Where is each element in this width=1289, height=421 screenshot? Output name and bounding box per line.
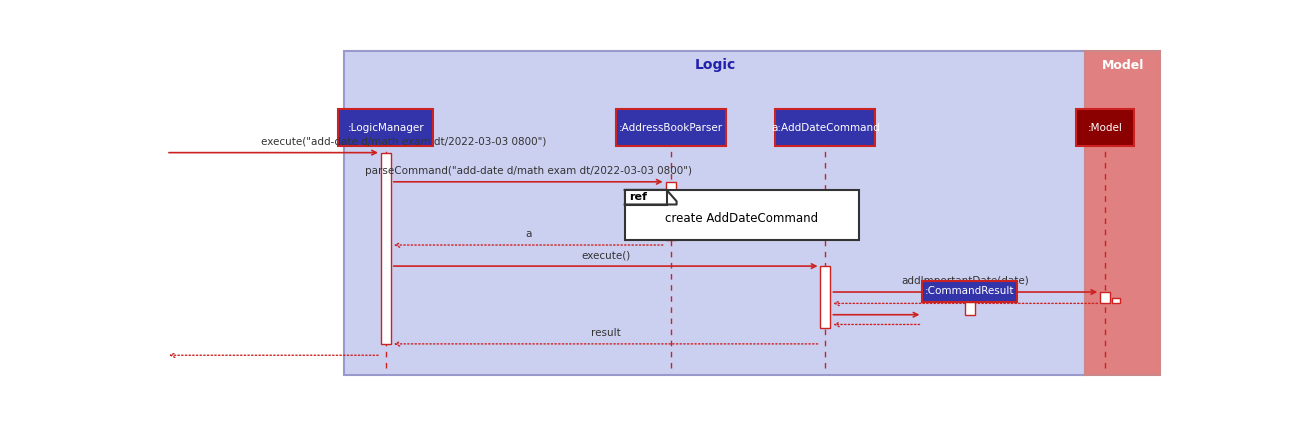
Text: :CommandResult: :CommandResult [926, 286, 1014, 296]
Text: ref: ref [629, 192, 647, 202]
Bar [344, 51, 1085, 375]
Bar [1076, 109, 1134, 146]
Bar [382, 153, 391, 344]
Bar [1101, 292, 1110, 304]
Bar [616, 109, 726, 146]
Text: result: result [590, 328, 620, 338]
Text: Model: Model [1102, 59, 1143, 72]
Text: a:AddDateCommand: a:AddDateCommand [771, 123, 880, 133]
Bar [821, 266, 830, 328]
Bar [665, 182, 675, 240]
Bar [776, 109, 875, 146]
Text: create AddDateCommand: create AddDateCommand [665, 212, 819, 225]
Text: Logic: Logic [695, 58, 736, 72]
Text: :Model: :Model [1088, 123, 1123, 133]
Bar [964, 302, 974, 315]
Bar [339, 109, 433, 146]
Text: a: a [525, 229, 531, 239]
Text: execute("add-date d/math exam dt/2022-03-03 0800"): execute("add-date d/math exam dt/2022-03… [260, 137, 547, 147]
Text: execute(): execute() [581, 250, 630, 260]
Bar [1085, 51, 1160, 375]
Text: parseCommand("add-date d/math exam dt/2022-03-03 0800"): parseCommand("add-date d/math exam dt/20… [365, 166, 692, 176]
Bar [625, 190, 860, 240]
Bar [1112, 298, 1120, 304]
Bar [923, 281, 1017, 302]
Text: :LogicManager: :LogicManager [348, 123, 424, 133]
Text: :AddressBookParser: :AddressBookParser [619, 123, 723, 133]
Bar [625, 190, 666, 205]
Text: addImportantDate(date): addImportantDate(date) [901, 276, 1029, 286]
